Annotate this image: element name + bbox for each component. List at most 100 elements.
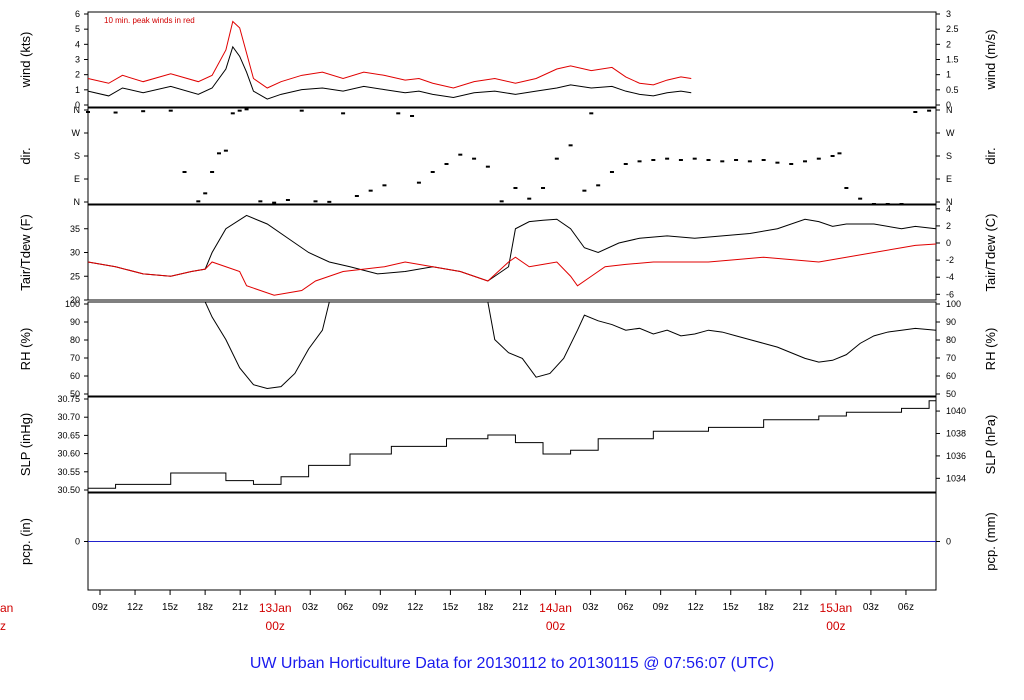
direction-point <box>609 171 614 173</box>
tick-label: W <box>946 128 955 138</box>
tick-label: 2 <box>946 221 951 231</box>
tick-label: 50 <box>946 389 956 399</box>
tick-label: 2 <box>75 70 80 80</box>
direction-point <box>789 163 794 165</box>
tick-label: 60 <box>70 371 80 381</box>
tick-label: 50 <box>70 389 80 399</box>
direction-point <box>485 165 490 168</box>
tick-label: 30.75 <box>57 394 80 404</box>
panel-frame <box>87 396 937 493</box>
x-tick-label: 21z <box>232 602 248 613</box>
panel-3: RH (%) RH (%) 50 60 70 80 90 100 50 60 70 80 90 100 <box>18 299 998 399</box>
tick-label: 35 <box>70 224 80 234</box>
tick-label: 30.60 <box>57 449 80 459</box>
series-line <box>88 397 937 489</box>
tick-label: 0 <box>946 100 951 110</box>
direction-point <box>692 157 697 160</box>
tick-label: 30.50 <box>57 485 80 495</box>
direction-point <box>665 157 670 160</box>
direction-point <box>927 109 932 112</box>
tick-label: 70 <box>946 353 956 363</box>
ylabel-left: wind (kts) <box>18 32 33 89</box>
tick-label: -4 <box>946 272 954 282</box>
series-line <box>87 45 692 100</box>
panel-2: Tair/Tdew (F) Tair/Tdew (C)20253035-6-4-2… <box>18 204 998 305</box>
panel-frame <box>87 11 937 108</box>
tick-label: N <box>946 197 953 207</box>
x-tick-label: 12z <box>407 602 423 613</box>
x-tick-label: 18z <box>477 602 493 613</box>
day-label-hour: 00z <box>546 619 565 633</box>
direction-point <box>775 161 780 164</box>
ylabel-left: Tair/Tdew (F) <box>18 214 33 291</box>
direction-point <box>430 171 435 173</box>
direction-point <box>203 192 208 195</box>
direction-point <box>223 149 228 152</box>
tick-label: 30.70 <box>57 412 80 422</box>
direction-point <box>258 200 263 203</box>
tick-label: E <box>946 174 952 184</box>
tick-label: 4 <box>946 204 951 214</box>
direction-point <box>837 152 842 155</box>
tick-label: 3 <box>75 55 80 65</box>
panel-4: SLP (inHg) SLP (hPa) 30.50 30.55 30.60 30.65 3… <box>18 394 998 495</box>
x-tick-label: 06z <box>337 602 353 613</box>
direction-point <box>141 110 146 113</box>
direction-point <box>410 115 415 117</box>
day-label-date: 15Jan <box>820 601 853 615</box>
day-label-date: 14Jan <box>539 601 572 615</box>
series-line <box>87 243 937 296</box>
x-tick-label: 12z <box>127 602 143 613</box>
direction-point <box>747 160 752 163</box>
tick-label: 60 <box>946 371 956 381</box>
tick-label: 1038 <box>946 428 966 438</box>
tick-label: 30 <box>70 248 80 258</box>
tick-label: 100 <box>65 299 80 309</box>
tick-label: N <box>74 105 81 115</box>
direction-point <box>913 111 918 113</box>
tick-label: E <box>74 174 80 184</box>
direction-point <box>416 181 421 184</box>
x-tick-label: 06z <box>618 602 634 613</box>
ylabel-left: pcp. (in) <box>18 518 33 565</box>
day-label-date: 13Jan <box>259 601 292 615</box>
tick-label: 80 <box>946 335 956 345</box>
direction-point <box>272 201 277 204</box>
x-tick-label: 06z <box>898 602 914 613</box>
tick-label: 100 <box>946 299 961 309</box>
tick-label: S <box>74 151 80 161</box>
direction-point <box>86 111 90 113</box>
tick-label: -2 <box>946 255 954 265</box>
tick-label: 2 <box>946 39 951 49</box>
day-label-hour: 00z <box>266 619 285 633</box>
tick-label: -6 <box>946 289 954 299</box>
x-tick-label: 03z <box>583 602 599 613</box>
day-label-hour: 00z <box>826 619 845 633</box>
series-line <box>87 214 937 282</box>
tick-label: N <box>74 197 81 207</box>
direction-point <box>354 195 359 197</box>
direction-point <box>182 171 187 173</box>
panels: wind (kts) wind (m/s)012345600.511.522.53… <box>18 9 998 591</box>
direction-point <box>499 200 504 203</box>
direction-point <box>196 200 201 203</box>
direction-point <box>541 187 546 189</box>
series-line <box>88 301 937 389</box>
direction-point <box>244 108 249 111</box>
tick-label: 1036 <box>946 451 966 461</box>
x-tick-label: 03z <box>863 602 879 613</box>
panel-0: wind (kts) wind (m/s) 0 1 2 3 4 5 6 0 0.5 1 1.5 2 2.5 3 <box>18 9 998 110</box>
panel-frame <box>87 204 937 301</box>
direction-point <box>216 152 221 155</box>
clipped-day-label-hour: z <box>0 619 6 633</box>
tick-label: S <box>946 151 952 161</box>
direction-point <box>230 112 235 115</box>
direction-point <box>285 199 290 201</box>
series-line <box>87 20 692 89</box>
direction-point <box>368 189 373 192</box>
direction-point <box>299 109 304 112</box>
x-tick-label: 21z <box>512 602 528 613</box>
direction-point <box>706 159 711 161</box>
ylabel-left: dir. <box>18 147 33 164</box>
